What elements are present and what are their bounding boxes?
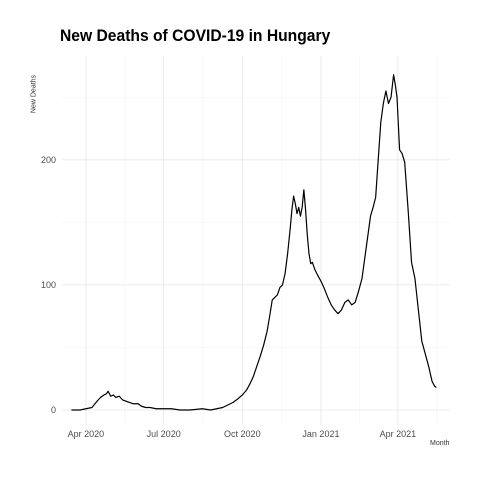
x-tick-label: Jul 2020	[147, 429, 181, 439]
major-gridlines	[62, 56, 450, 425]
x-axis-label: Month	[430, 440, 450, 447]
x-tick-label: Apr 2020	[68, 429, 105, 439]
chart-title: New Deaths of COVID-19 in Hungary	[60, 26, 331, 45]
y-tick-labels: 0 100 200	[41, 155, 56, 415]
series-line	[71, 74, 437, 411]
x-tick-label: Jan 2021	[302, 429, 339, 439]
x-tick-label: Oct 2020	[224, 429, 261, 439]
series-layer	[71, 74, 437, 411]
y-tick-label: 0	[51, 405, 56, 415]
x-tick-label: Apr 2021	[380, 429, 417, 439]
x-tick-labels: Apr 2020 Jul 2020 Oct 2020 Jan 2021 Apr 2021	[68, 429, 416, 439]
minor-gridlines	[62, 56, 450, 425]
y-tick-label: 200	[41, 155, 56, 165]
y-tick-label: 100	[41, 280, 56, 290]
